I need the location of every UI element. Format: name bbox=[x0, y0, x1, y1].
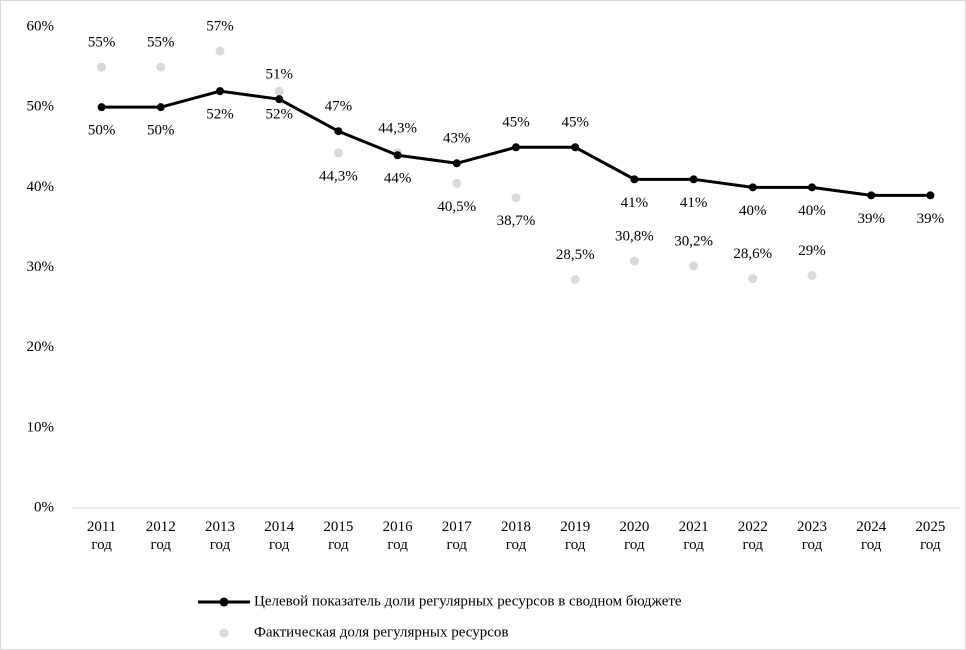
data-label: 28,6% bbox=[733, 246, 772, 262]
x-tick-label: 2012 год bbox=[145, 519, 176, 553]
data-point bbox=[807, 271, 817, 281]
data-point bbox=[156, 62, 166, 72]
x-tick-label: 2011 год bbox=[86, 519, 117, 553]
data-point bbox=[512, 143, 520, 152]
x-tick-label: 2015 год bbox=[323, 519, 354, 553]
data-label: 40,5% bbox=[437, 199, 476, 215]
x-tick-label: 2013 год bbox=[205, 519, 235, 553]
data-point bbox=[452, 159, 461, 168]
data-point bbox=[926, 191, 935, 200]
data-label: 51% bbox=[265, 67, 293, 83]
data-point bbox=[629, 256, 639, 266]
data-point bbox=[867, 191, 876, 200]
x-tick-label: 2019 год bbox=[560, 519, 591, 553]
x-tick-label: 2022 год bbox=[737, 519, 768, 553]
data-point bbox=[748, 183, 757, 192]
x-tick-label: 2025 год bbox=[915, 519, 946, 553]
data-label: 39% bbox=[857, 211, 885, 227]
legend-marker bbox=[219, 628, 229, 638]
data-label: 41% bbox=[680, 195, 708, 211]
y-tick-label: 20% bbox=[27, 339, 55, 355]
data-label: 44% bbox=[384, 171, 412, 187]
data-label: 52% bbox=[265, 107, 293, 123]
data-point bbox=[808, 183, 816, 192]
data-point bbox=[689, 261, 699, 271]
x-tick-label: 2018 год bbox=[501, 519, 531, 553]
legend-label: Целевой показатель доли регулярных ресур… bbox=[254, 593, 682, 609]
data-label: 45% bbox=[561, 115, 589, 131]
data-label: 29% bbox=[798, 243, 826, 259]
data-label: 50% bbox=[88, 123, 116, 139]
x-tick-label: 2017 год bbox=[441, 519, 472, 553]
data-point bbox=[393, 151, 402, 160]
data-label: 55% bbox=[147, 35, 175, 51]
data-label: 47% bbox=[325, 99, 353, 115]
data-label: 43% bbox=[443, 131, 471, 147]
y-tick-label: 50% bbox=[27, 99, 55, 115]
data-point bbox=[511, 193, 521, 203]
x-tick-label: 2016 год bbox=[382, 519, 413, 553]
data-point bbox=[333, 148, 343, 158]
x-tick-label: 2021 год bbox=[678, 519, 709, 553]
data-label: 55% bbox=[88, 35, 116, 51]
legend-marker bbox=[219, 597, 229, 607]
data-point bbox=[97, 62, 107, 72]
data-label: 28,5% bbox=[556, 247, 595, 263]
data-label: 30,8% bbox=[615, 229, 654, 245]
data-point bbox=[452, 178, 462, 188]
x-tick-label: 2023 год bbox=[797, 519, 827, 553]
data-point bbox=[274, 86, 284, 96]
data-point bbox=[334, 127, 343, 136]
y-tick-label: 10% bbox=[27, 419, 55, 435]
data-point bbox=[97, 103, 106, 112]
data-label: 40% bbox=[739, 203, 767, 219]
data-point bbox=[571, 143, 580, 152]
y-tick-label: 60% bbox=[27, 18, 55, 34]
data-label: 50% bbox=[147, 123, 175, 139]
data-point bbox=[630, 175, 639, 184]
y-tick-label: 40% bbox=[27, 179, 55, 195]
data-label: 45% bbox=[502, 115, 530, 131]
data-point bbox=[215, 46, 225, 56]
legend-label: Фактическая доля регулярных ресурсов bbox=[254, 624, 508, 640]
data-point bbox=[275, 95, 284, 104]
data-point bbox=[748, 274, 758, 284]
x-tick-label: 2024 год bbox=[856, 519, 887, 553]
data-point bbox=[156, 103, 165, 112]
data-point bbox=[216, 87, 224, 96]
data-label: 30,2% bbox=[674, 233, 713, 249]
data-label: 40% bbox=[798, 203, 826, 219]
data-label: 44,3% bbox=[378, 120, 417, 136]
data-point bbox=[689, 175, 698, 184]
data-label: 57% bbox=[206, 18, 234, 34]
data-label: 38,7% bbox=[497, 213, 536, 229]
data-label: 44,3% bbox=[319, 168, 358, 184]
data-label: 41% bbox=[621, 195, 649, 211]
x-tick-label: 2014 год bbox=[264, 519, 295, 553]
y-tick-label: 0% bbox=[34, 499, 54, 515]
data-label: 39% bbox=[917, 211, 945, 227]
x-tick-label: 2020 год bbox=[619, 519, 650, 553]
data-label: 52% bbox=[206, 107, 234, 123]
data-point bbox=[570, 275, 580, 285]
y-tick-label: 30% bbox=[27, 259, 55, 275]
